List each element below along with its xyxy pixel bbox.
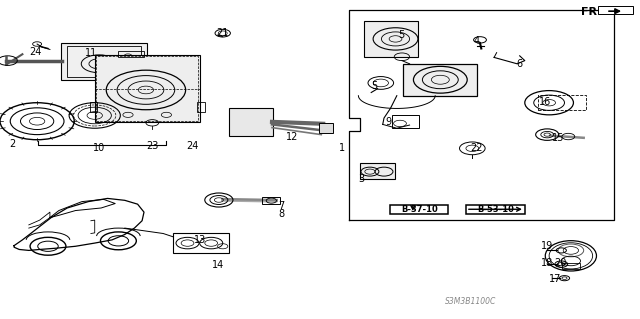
- Bar: [562, 263, 580, 269]
- Text: 5: 5: [371, 81, 378, 91]
- Bar: [360, 163, 395, 179]
- Bar: [229, 108, 273, 136]
- Bar: [390, 205, 448, 214]
- Text: 6: 6: [516, 59, 523, 69]
- Bar: [90, 102, 97, 112]
- Text: 18: 18: [541, 258, 554, 268]
- Text: 21: 21: [216, 28, 229, 38]
- Text: 20: 20: [554, 258, 566, 268]
- Bar: [466, 205, 525, 214]
- Bar: [364, 21, 418, 57]
- Bar: [598, 6, 633, 14]
- Bar: [392, 115, 419, 128]
- Bar: [95, 55, 200, 122]
- Bar: [197, 102, 205, 112]
- Text: 17: 17: [549, 274, 562, 284]
- Text: 16: 16: [539, 97, 552, 107]
- Text: 22: 22: [470, 143, 483, 153]
- Text: 3: 3: [358, 174, 365, 184]
- Text: 14: 14: [211, 260, 224, 270]
- Bar: [96, 56, 198, 121]
- Text: 10: 10: [93, 143, 106, 153]
- Text: 7: 7: [278, 201, 285, 211]
- Text: B-37-10: B-37-10: [401, 205, 438, 214]
- Text: 9: 9: [385, 117, 392, 127]
- Bar: [61, 43, 147, 80]
- Bar: [538, 95, 586, 110]
- Text: 4: 4: [474, 36, 480, 47]
- Text: B-53-10: B-53-10: [477, 205, 514, 214]
- Text: 5: 5: [398, 30, 404, 40]
- Text: 19: 19: [541, 241, 554, 251]
- Bar: [67, 46, 141, 77]
- Bar: [403, 64, 477, 96]
- Text: 23: 23: [146, 141, 159, 151]
- Text: 15: 15: [552, 133, 564, 143]
- Text: 13: 13: [193, 235, 206, 245]
- Text: S3M3B1100C: S3M3B1100C: [445, 297, 496, 306]
- Text: 2: 2: [10, 138, 16, 149]
- Text: 11: 11: [85, 48, 98, 58]
- Text: 24: 24: [29, 47, 42, 57]
- Text: 12: 12: [286, 131, 299, 142]
- Text: 8: 8: [278, 209, 285, 219]
- Bar: [319, 123, 333, 133]
- Text: 24: 24: [186, 141, 198, 151]
- Text: 1: 1: [339, 143, 346, 153]
- Bar: [118, 51, 144, 57]
- Bar: [173, 233, 229, 253]
- Bar: [262, 197, 280, 204]
- Text: FR.: FR.: [581, 7, 602, 17]
